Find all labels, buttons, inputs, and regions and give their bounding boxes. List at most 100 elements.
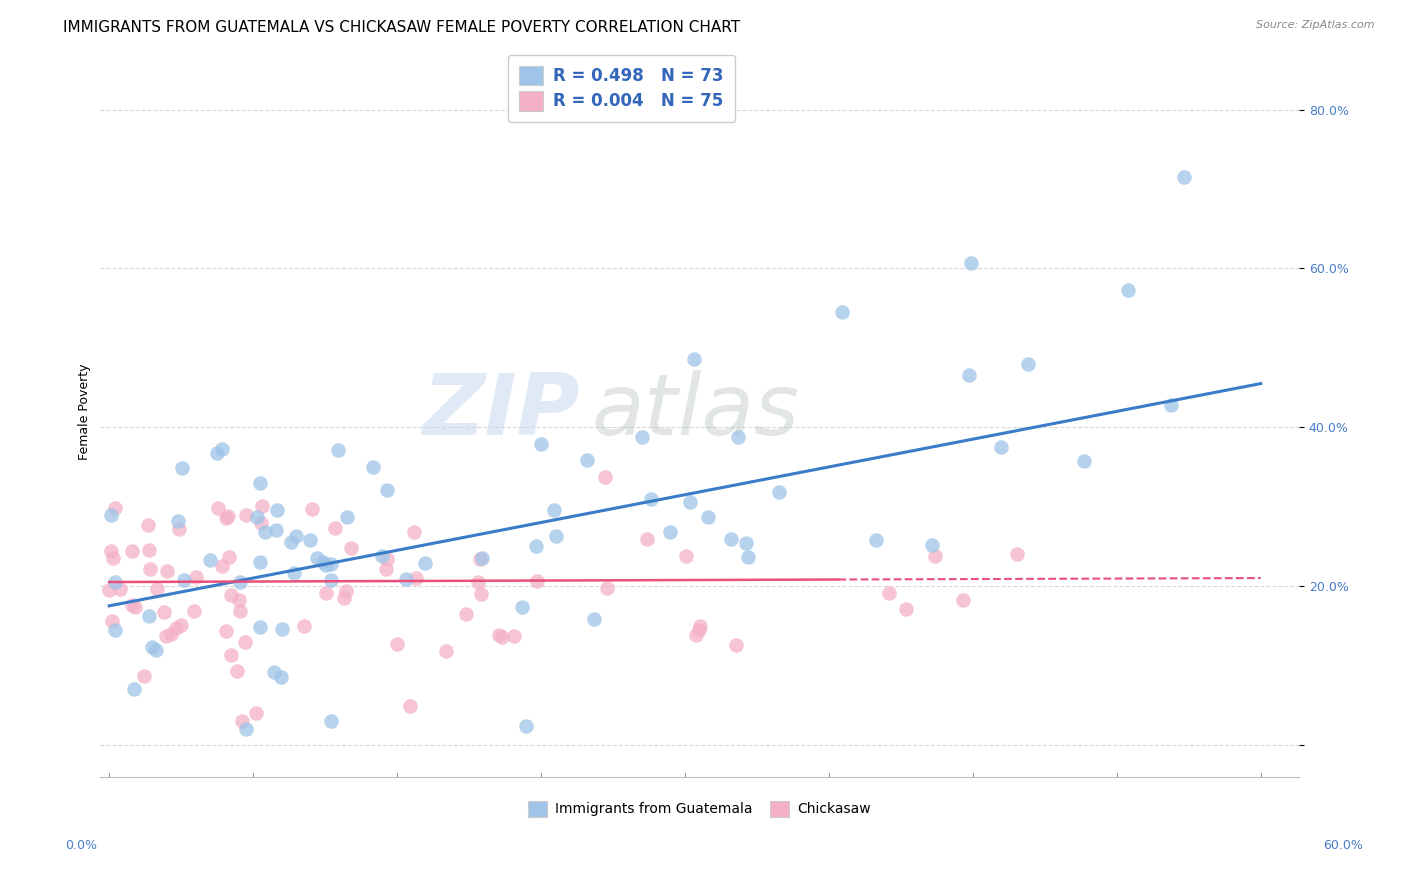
Point (250, 516, 273, 531)
Point (402, 525, 425, 540)
Point (138, 562, 160, 576)
Point (375, 483, 398, 497)
Point (315, 586, 337, 600)
Point (155, 629, 177, 643)
Point (503, 629, 526, 643)
Point (831, 305, 853, 319)
Point (215, 510, 238, 524)
Point (510, 599, 533, 614)
Point (152, 605, 174, 619)
Point (1007, 547, 1029, 561)
Legend: Immigrants from Guatemala, Chickasaw: Immigrants from Guatemala, Chickasaw (522, 795, 876, 822)
Point (132, 669, 155, 683)
Point (375, 552, 398, 566)
Point (894, 602, 917, 616)
Point (877, 586, 900, 600)
Point (724, 638, 747, 652)
Point (205, 446, 228, 460)
Point (990, 440, 1012, 454)
Point (720, 532, 742, 546)
Point (167, 514, 190, 528)
Point (737, 549, 759, 564)
Point (200, 553, 222, 567)
Point (321, 714, 343, 728)
Point (108, 582, 131, 596)
Point (689, 619, 711, 633)
Point (146, 582, 169, 596)
Point (630, 429, 652, 443)
Point (280, 535, 302, 549)
Text: 0.0%: 0.0% (66, 839, 97, 852)
Point (156, 564, 179, 578)
Point (321, 574, 343, 588)
Point (250, 500, 273, 514)
Text: atlas: atlas (592, 370, 800, 453)
Point (235, 508, 257, 522)
Point (228, 592, 250, 607)
Point (169, 522, 191, 536)
Point (138, 608, 160, 623)
Point (1116, 283, 1139, 297)
Text: ZIP: ZIP (422, 370, 579, 453)
Point (312, 555, 335, 569)
Point (471, 550, 494, 565)
Point (595, 469, 617, 483)
Point (582, 612, 605, 626)
Point (659, 524, 682, 539)
Point (576, 453, 599, 467)
Point (121, 543, 143, 558)
Point (211, 442, 233, 456)
Point (530, 437, 553, 451)
Point (1073, 454, 1095, 468)
Point (640, 492, 662, 507)
Point (231, 714, 253, 728)
Point (315, 558, 337, 573)
Point (283, 566, 305, 581)
Point (319, 557, 342, 571)
Point (697, 510, 720, 524)
Point (543, 503, 565, 517)
Point (249, 620, 271, 634)
Point (456, 607, 478, 621)
Point (924, 549, 946, 563)
Point (235, 722, 257, 736)
Point (284, 529, 307, 543)
Point (679, 495, 702, 509)
Point (219, 588, 242, 602)
Point (249, 475, 271, 490)
Point (921, 538, 943, 552)
Point (121, 598, 143, 612)
Point (165, 621, 187, 635)
Point (104, 623, 127, 637)
Point (675, 549, 697, 563)
Point (370, 549, 392, 564)
Point (399, 698, 422, 713)
Point (264, 523, 287, 537)
Point (960, 256, 983, 270)
Point (141, 640, 163, 654)
Point (636, 532, 658, 546)
Point (1160, 398, 1182, 412)
Point (491, 630, 513, 644)
Point (387, 636, 409, 650)
Point (405, 571, 427, 585)
Point (104, 500, 127, 515)
Text: IMMIGRANTS FROM GUATEMALA VS CHICKASAW FEMALE POVERTY CORRELATION CHART: IMMIGRANTS FROM GUATEMALA VS CHICKASAW F… (63, 20, 741, 35)
Point (263, 665, 285, 679)
Point (957, 368, 980, 383)
Point (229, 604, 252, 618)
Point (246, 509, 269, 524)
Point (1173, 170, 1195, 185)
Point (207, 500, 229, 515)
Point (335, 584, 357, 599)
Point (183, 605, 205, 619)
Point (98, 582, 121, 597)
Point (299, 533, 322, 547)
Point (434, 644, 457, 658)
Point (122, 681, 145, 696)
Point (340, 541, 363, 555)
Point (470, 587, 492, 601)
Point (323, 520, 346, 534)
Point (254, 525, 277, 540)
Point (307, 551, 329, 566)
